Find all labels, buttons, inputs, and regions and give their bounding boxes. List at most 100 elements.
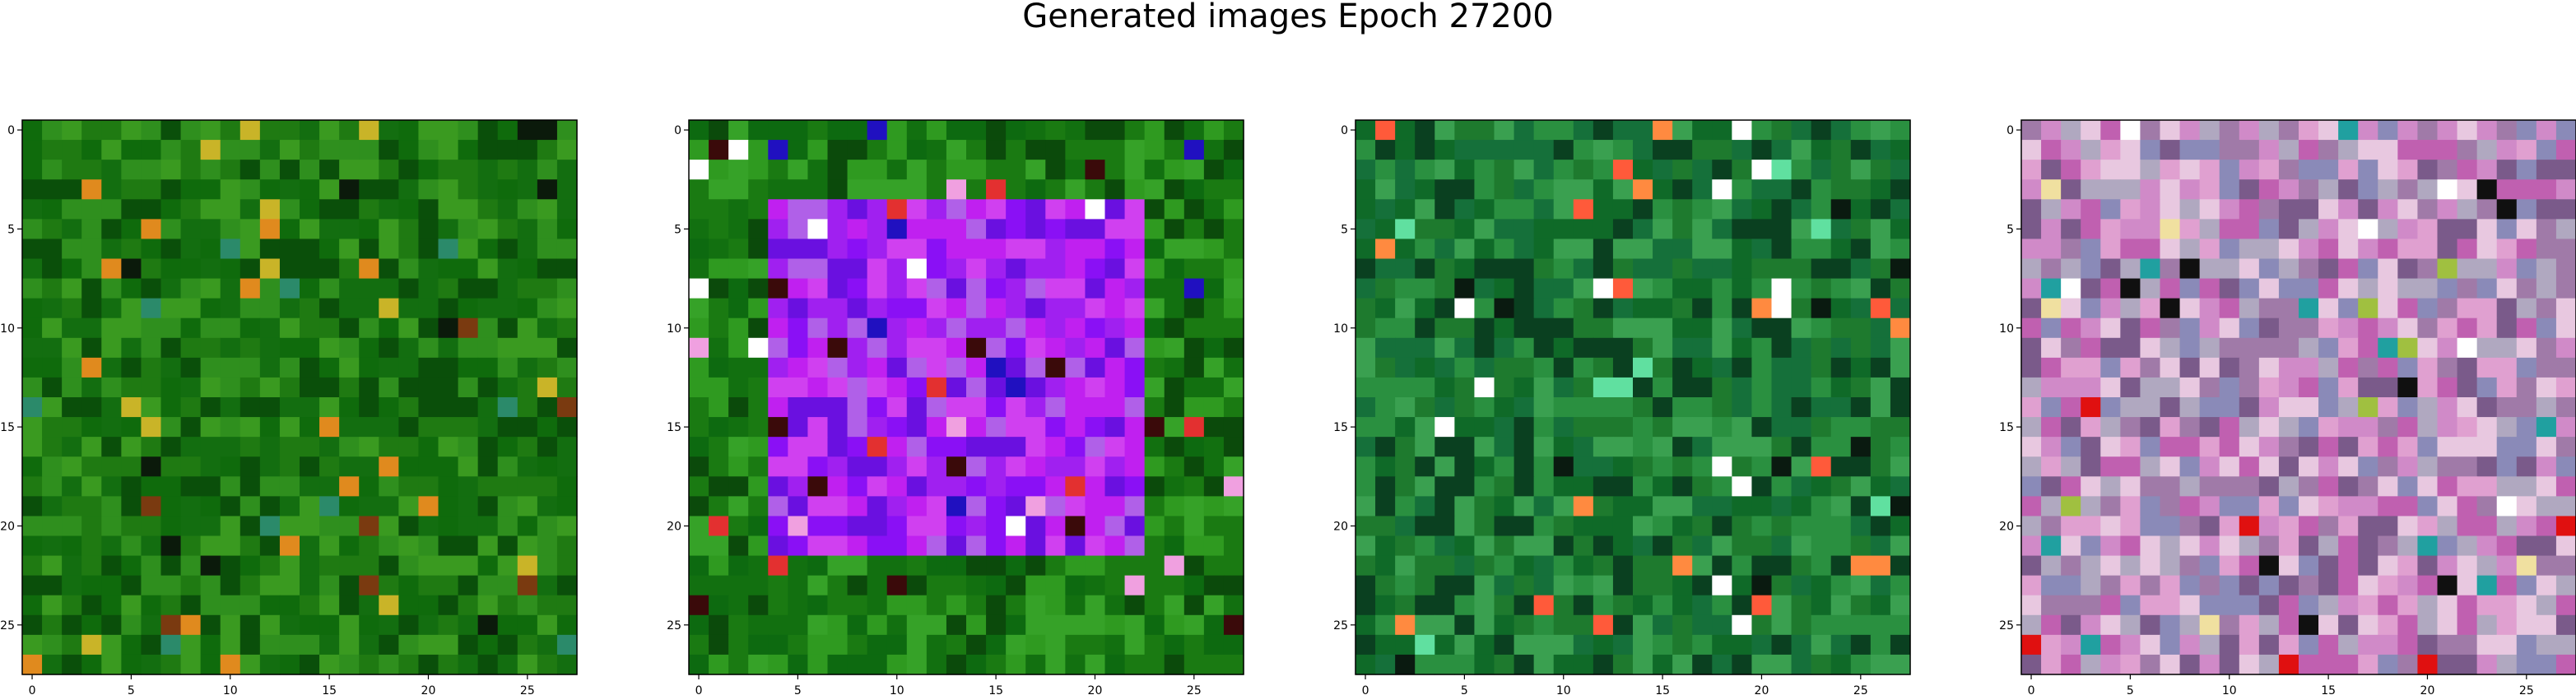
pixel-cell bbox=[1375, 219, 1396, 240]
pixel-cell bbox=[689, 377, 709, 398]
pixel-cell bbox=[2457, 555, 2478, 577]
pixel-cell bbox=[709, 417, 729, 438]
pixel-cell bbox=[81, 337, 102, 359]
pixel-cell bbox=[1065, 417, 1086, 438]
pixel-cell bbox=[2358, 317, 2378, 339]
pixel-cell bbox=[1811, 535, 1832, 557]
pixel-cell bbox=[2081, 417, 2101, 438]
pixel-cell bbox=[1573, 634, 1594, 656]
pixel-cell bbox=[2397, 437, 2419, 457]
pixel-cell bbox=[101, 337, 122, 359]
pixel-cell bbox=[1065, 258, 1086, 280]
pixel-cell bbox=[2397, 160, 2419, 180]
pixel-cell bbox=[200, 437, 221, 457]
pixel-cell bbox=[2476, 258, 2498, 280]
pixel-cell bbox=[1830, 199, 1852, 220]
pixel-cell bbox=[2437, 160, 2458, 180]
pixel-cell bbox=[180, 575, 202, 596]
pixel-cell bbox=[788, 496, 809, 517]
pixel-cell bbox=[2516, 654, 2537, 675]
pixel-cell bbox=[2120, 654, 2141, 675]
pixel-cell bbox=[2239, 179, 2260, 200]
pixel-cell bbox=[867, 199, 888, 220]
pixel-cell bbox=[121, 140, 142, 160]
pixel-cell bbox=[101, 535, 122, 557]
pixel-cell bbox=[121, 634, 142, 656]
pixel-cell bbox=[398, 337, 420, 359]
pixel-cell bbox=[1025, 120, 1046, 141]
pixel-cell bbox=[1593, 317, 1614, 339]
pixel-cell bbox=[2555, 219, 2576, 240]
pixel-cell bbox=[1203, 397, 1225, 418]
pixel-cell bbox=[1811, 377, 1832, 398]
pixel-cell bbox=[1025, 496, 1046, 517]
pixel-cell bbox=[1514, 357, 1535, 378]
pixel-cell bbox=[1104, 417, 1126, 438]
pixel-cell bbox=[279, 397, 300, 418]
pixel-cell bbox=[2021, 456, 2042, 477]
pixel-cell bbox=[1375, 516, 1396, 537]
pixel-cell bbox=[1533, 160, 1555, 180]
pixel-cell bbox=[1870, 614, 1891, 636]
pixel-cell bbox=[180, 317, 202, 339]
pixel-cell bbox=[768, 595, 788, 616]
pixel-cell bbox=[1593, 120, 1614, 141]
pixel-cell bbox=[2516, 120, 2537, 141]
figure-title: Generated images Epoch 27200 bbox=[1022, 0, 1554, 35]
pixel-cell bbox=[1830, 496, 1852, 517]
pixel-cell bbox=[2160, 120, 2181, 141]
pixel-cell bbox=[1415, 357, 1435, 378]
pixel-cell bbox=[1065, 160, 1086, 180]
pixel-cell bbox=[709, 120, 729, 141]
pixel-cell bbox=[1375, 634, 1396, 656]
pixel-cell bbox=[438, 634, 459, 656]
pixel-cell bbox=[180, 357, 202, 378]
pixel-cell bbox=[906, 298, 928, 319]
pixel-cell bbox=[2199, 298, 2220, 319]
pixel-cell bbox=[259, 595, 281, 616]
pixel-cell bbox=[458, 219, 479, 240]
pixel-cell bbox=[768, 397, 788, 418]
pixel-cell bbox=[1870, 377, 1891, 398]
pixel-cell bbox=[1203, 337, 1225, 359]
pixel-cell bbox=[359, 456, 379, 477]
pixel-cell bbox=[2417, 278, 2439, 299]
pixel-cell bbox=[926, 634, 947, 656]
pixel-cell bbox=[2318, 199, 2339, 220]
pixel-cell bbox=[1355, 377, 1376, 398]
pixel-cell bbox=[2378, 397, 2398, 418]
pixel-cell bbox=[379, 298, 399, 319]
pixel-cell bbox=[906, 278, 928, 299]
pixel-cell bbox=[300, 199, 320, 220]
pixel-cell bbox=[1850, 337, 1872, 359]
pixel-cell bbox=[1203, 456, 1225, 477]
pixel-cell bbox=[319, 357, 340, 378]
pixel-cell bbox=[1751, 140, 1773, 160]
pixel-cell bbox=[1692, 140, 1713, 160]
pixel-cell bbox=[2199, 437, 2220, 457]
pixel-cell bbox=[2100, 555, 2121, 577]
pixel-cell bbox=[1203, 377, 1225, 398]
pixel-cell bbox=[2299, 357, 2319, 378]
pixel-cell bbox=[788, 456, 809, 477]
pixel-cell bbox=[2120, 120, 2141, 141]
pixel-cell bbox=[1375, 614, 1396, 636]
pixel-cell bbox=[827, 496, 849, 517]
pixel-cell bbox=[279, 377, 300, 398]
pixel-cell bbox=[220, 278, 241, 299]
pixel-cell bbox=[2179, 575, 2201, 596]
pixel-cell bbox=[1164, 437, 1185, 457]
pixel-cell bbox=[906, 516, 928, 537]
pixel-cell bbox=[1144, 298, 1165, 319]
pixel-cell bbox=[121, 337, 142, 359]
pixel-cell bbox=[2100, 160, 2121, 180]
pixel-cell bbox=[867, 654, 888, 675]
pixel-cell bbox=[339, 219, 360, 240]
pixel-cell bbox=[1870, 595, 1891, 616]
pixel-cell bbox=[748, 397, 769, 418]
pixel-cell bbox=[1811, 120, 1832, 141]
pixel-cell bbox=[438, 219, 459, 240]
pixel-cell bbox=[2536, 516, 2557, 537]
pixel-cell bbox=[1890, 496, 1911, 517]
pixel-cell bbox=[1104, 535, 1126, 557]
